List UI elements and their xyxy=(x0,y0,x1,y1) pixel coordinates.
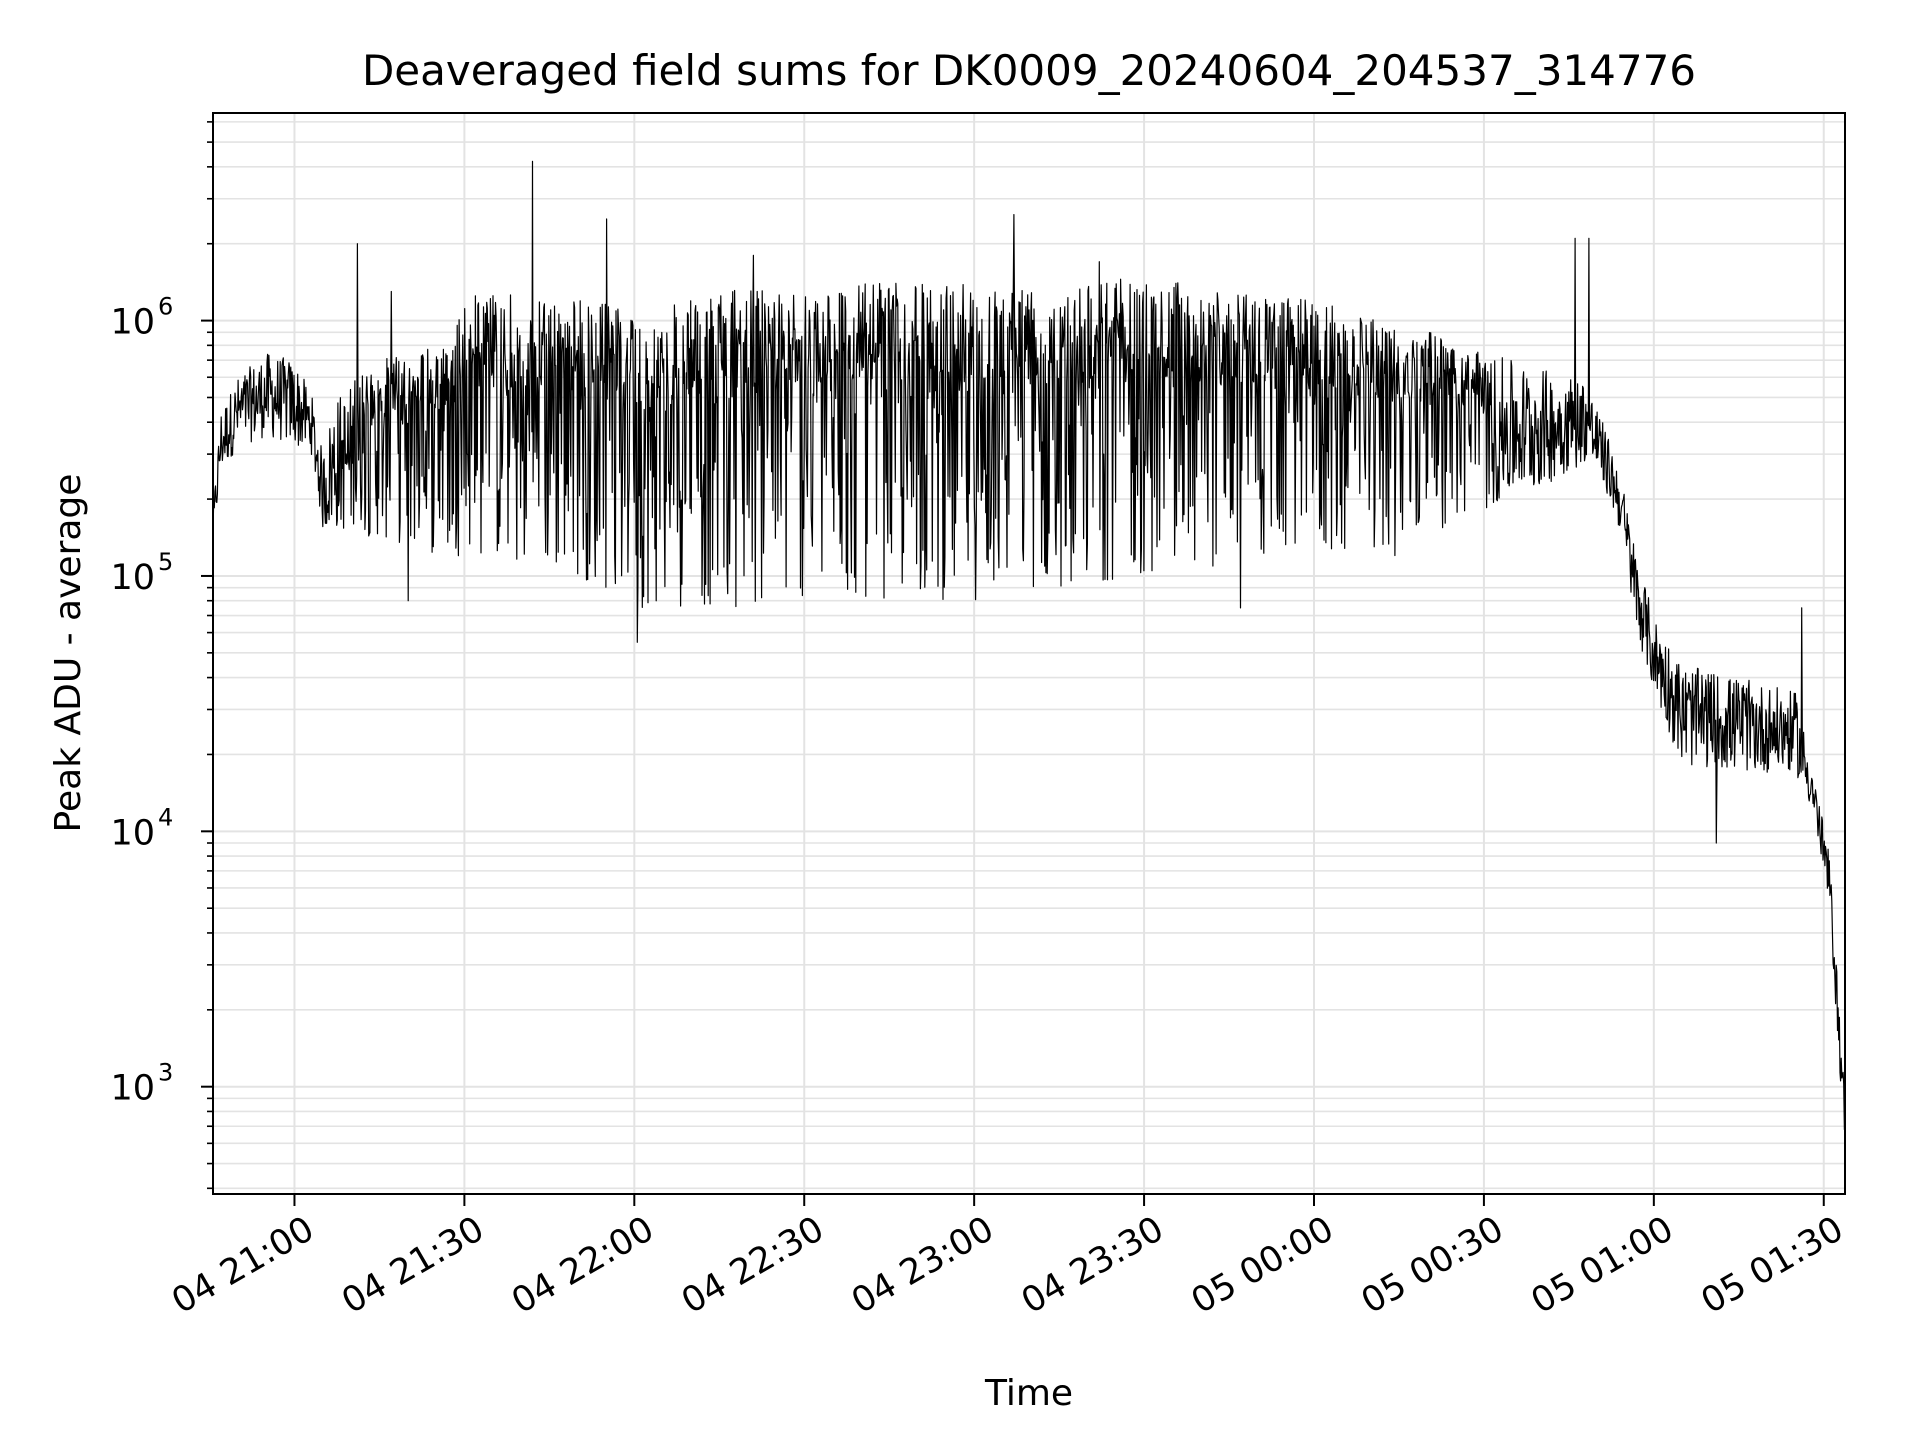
y-tick-base: 10 xyxy=(110,303,155,343)
y-tick-label: 10 5 xyxy=(110,548,173,598)
y-tick-exponent: 3 xyxy=(158,1059,173,1087)
y-tick-exponent: 6 xyxy=(158,293,173,321)
y-tick-exponent: 4 xyxy=(158,803,173,831)
y-tick-base: 10 xyxy=(110,813,155,853)
y-tick-label: 10 6 xyxy=(110,293,173,343)
y-tick-exponent: 5 xyxy=(158,548,173,576)
y-tick-base: 10 xyxy=(110,558,155,598)
grid xyxy=(213,113,1845,1194)
y-tick-label: 10 4 xyxy=(110,803,173,853)
data-line-group xyxy=(212,160,1846,1131)
x-axis-label: Time xyxy=(984,1373,1073,1414)
data-series-line xyxy=(212,160,1846,1131)
y-tick-label: 10 3 xyxy=(110,1059,173,1109)
chart-title: Deaveraged field sums for DK0009_2024060… xyxy=(362,46,1696,95)
y-axis-label: Peak ADU - average xyxy=(48,474,89,833)
y-tick-base: 10 xyxy=(110,1069,155,1109)
